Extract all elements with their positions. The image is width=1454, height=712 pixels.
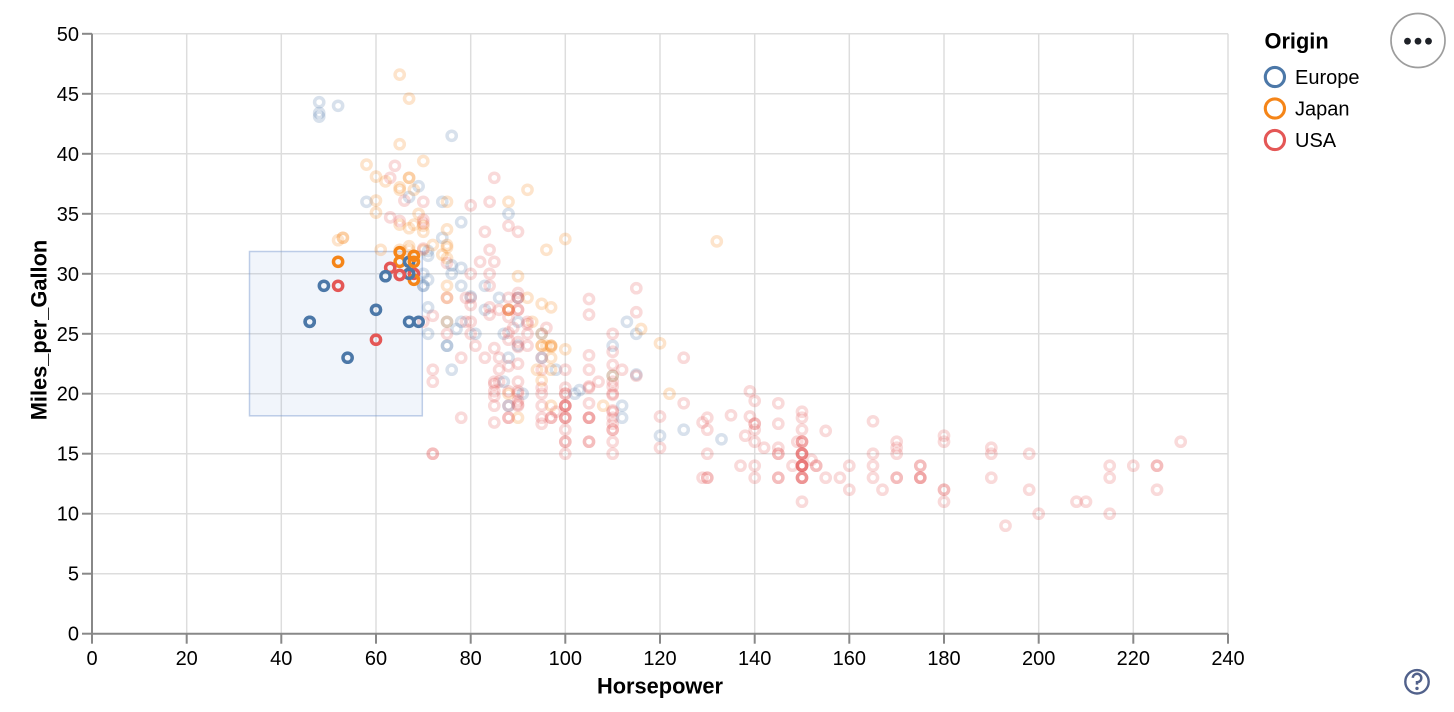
svg-text:20: 20: [57, 384, 79, 406]
svg-text:10: 10: [57, 504, 79, 526]
svg-text:160: 160: [833, 648, 866, 670]
svg-text:140: 140: [738, 648, 771, 670]
svg-text:30: 30: [57, 264, 79, 286]
svg-text:60: 60: [365, 648, 387, 670]
svg-text:180: 180: [927, 648, 960, 670]
svg-text:25: 25: [57, 324, 79, 346]
svg-text:USA: USA: [1295, 130, 1337, 152]
svg-text:Origin: Origin: [1265, 29, 1329, 54]
svg-text:240: 240: [1211, 648, 1244, 670]
svg-text:20: 20: [176, 648, 198, 670]
svg-text:45: 45: [57, 84, 79, 106]
svg-text:50: 50: [57, 24, 79, 46]
svg-text:120: 120: [643, 648, 676, 670]
svg-text:Horsepower: Horsepower: [597, 674, 723, 699]
svg-text:Miles_per_Gallon: Miles_per_Gallon: [27, 240, 52, 421]
svg-text:80: 80: [460, 648, 482, 670]
svg-text:100: 100: [549, 648, 582, 670]
svg-text:40: 40: [57, 144, 79, 166]
svg-text:220: 220: [1117, 648, 1150, 670]
svg-text:40: 40: [270, 648, 292, 670]
svg-text:Europe: Europe: [1295, 67, 1360, 89]
svg-text:200: 200: [1022, 648, 1055, 670]
svg-text:15: 15: [57, 444, 79, 466]
svg-text:5: 5: [68, 564, 79, 586]
svg-text:0: 0: [68, 624, 79, 646]
svg-text:0: 0: [86, 648, 97, 670]
svg-text:35: 35: [57, 204, 79, 226]
svg-text:Japan: Japan: [1295, 99, 1350, 121]
